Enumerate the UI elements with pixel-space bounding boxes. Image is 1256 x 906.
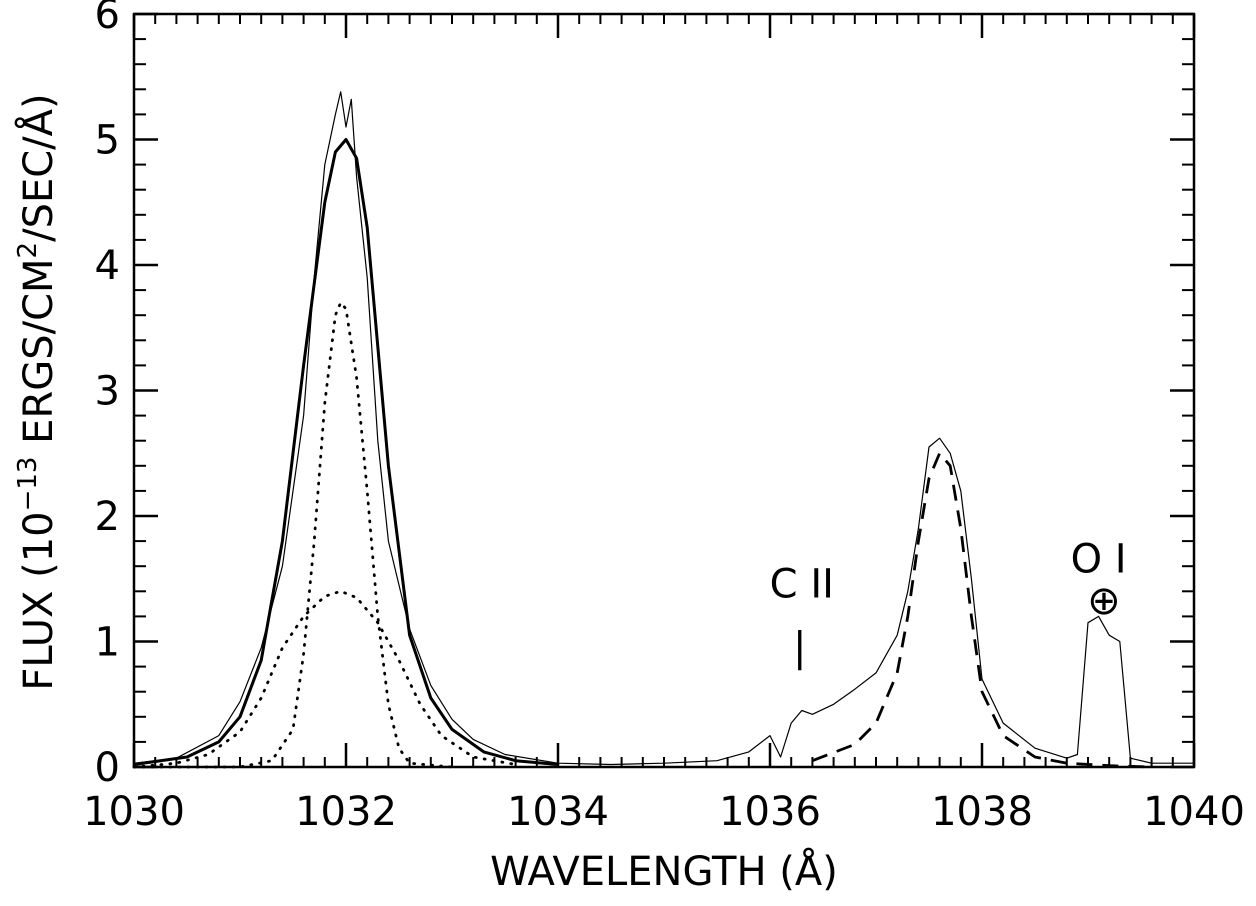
y-tick-label: 0 bbox=[95, 745, 120, 791]
annotation-marker: | bbox=[793, 624, 806, 670]
y-tick-label: 5 bbox=[95, 118, 120, 164]
series-broad-component bbox=[132, 589, 517, 769]
y-axis-title-sup2: 2 bbox=[13, 242, 43, 259]
x-tick-label: 1036 bbox=[719, 789, 821, 835]
x-tick-label: 1034 bbox=[507, 789, 609, 835]
y-tick-label: 1 bbox=[95, 620, 120, 666]
y-tick-label: 2 bbox=[95, 494, 120, 540]
y-axis-title-suffix: /SEC/Å) bbox=[14, 93, 62, 242]
series-total-fit bbox=[133, 138, 559, 766]
y-axis-title-middle: ERGS/CM bbox=[16, 258, 62, 456]
annotation-label: C II bbox=[770, 562, 834, 608]
y-tick-labels: 0 1 2 3 4 5 6 bbox=[95, 0, 120, 791]
x-tick-label: 1038 bbox=[931, 789, 1033, 835]
annotation-label: O I bbox=[1071, 536, 1127, 582]
y-axis-title-exponent: −13 bbox=[13, 457, 43, 512]
series-observed-spectrum bbox=[133, 91, 1194, 766]
y-tick-label: 6 bbox=[95, 0, 120, 38]
series-model-dashed bbox=[811, 451, 1152, 769]
major-ticks bbox=[132, 12, 1196, 769]
x-axis-title: WAVELENGTH (Å) bbox=[490, 847, 838, 895]
y-tick-label: 3 bbox=[95, 369, 120, 415]
series-group bbox=[132, 91, 1194, 769]
series-narrow-component bbox=[132, 301, 454, 769]
y-axis-title-prefix: FLUX (10 bbox=[16, 511, 62, 690]
annotations: C II | O I⊕ bbox=[770, 536, 1127, 670]
x-tick-labels: 1030 1032 1034 1036 1038 1040 bbox=[83, 789, 1245, 835]
x-tick-label: 1030 bbox=[83, 789, 185, 835]
annotation-label: ⊕ bbox=[1087, 578, 1121, 624]
plot-frame bbox=[132, 12, 1196, 769]
x-tick-label: 1040 bbox=[1143, 789, 1245, 835]
y-axis-title: FLUX (10−13 ERGS/CM2/SEC/Å) bbox=[13, 93, 62, 690]
y-tick-label: 4 bbox=[95, 243, 120, 289]
plot-area bbox=[132, 12, 1196, 769]
x-tick-label: 1032 bbox=[295, 789, 397, 835]
minor-ticks bbox=[133, 13, 1195, 768]
